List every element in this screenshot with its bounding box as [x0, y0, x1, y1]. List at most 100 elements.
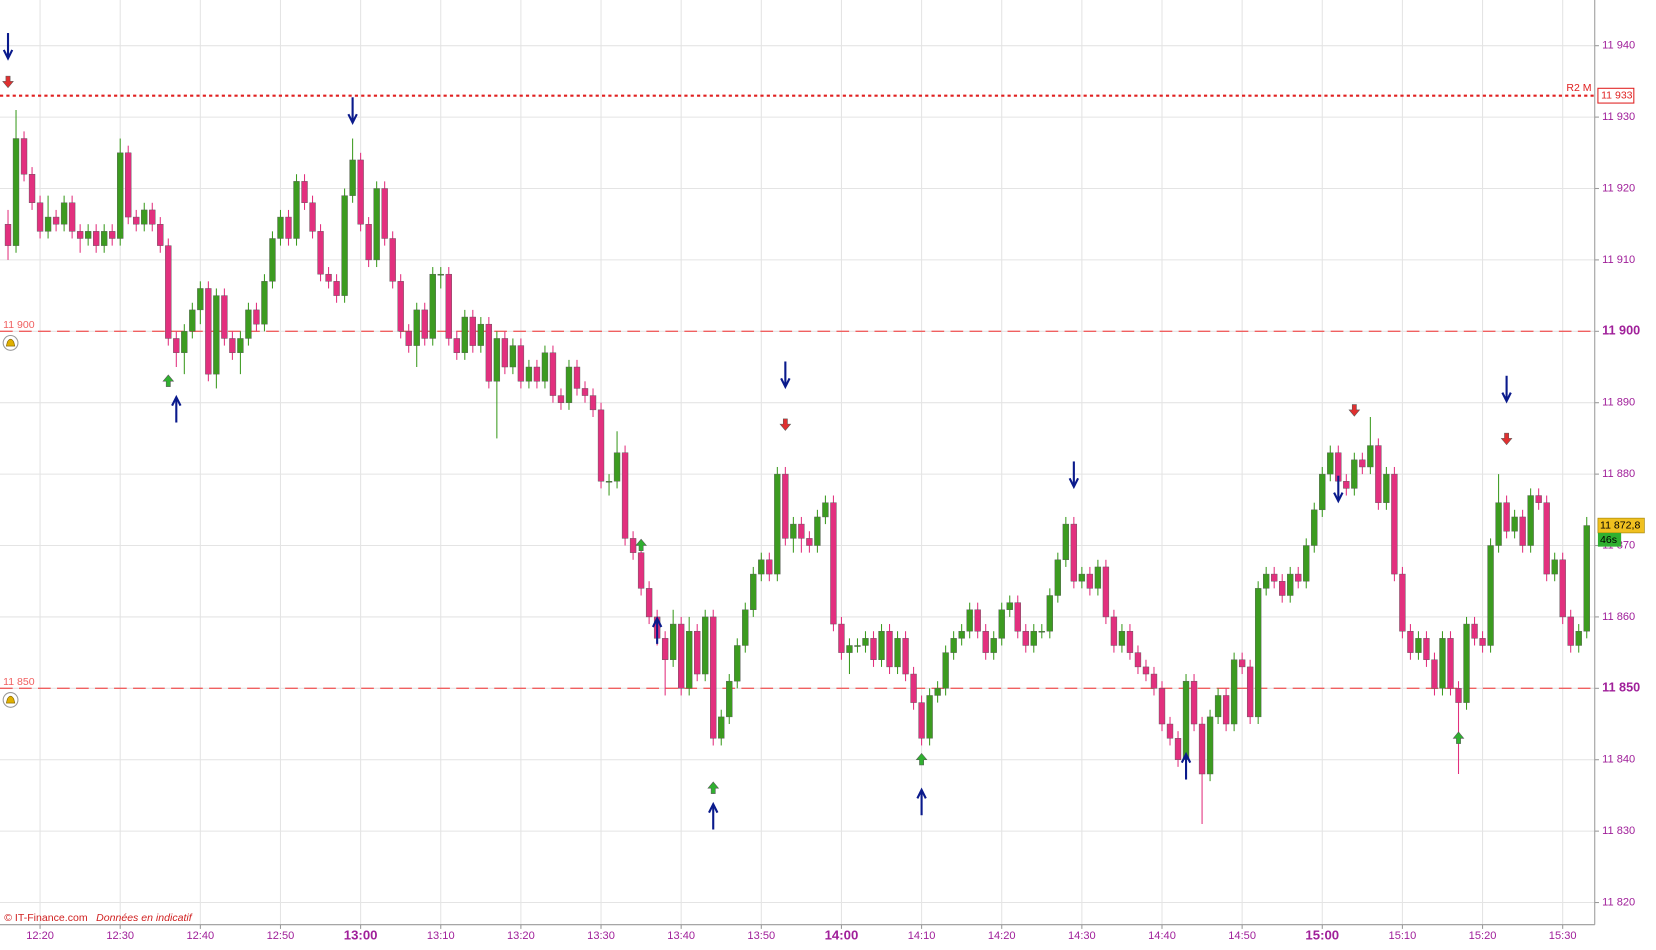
candle-body: [1463, 623, 1470, 703]
arrow-block: [162, 374, 175, 387]
candle-body: [1391, 473, 1398, 575]
candle-body: [966, 609, 973, 632]
candle-body: [1271, 573, 1278, 582]
candle-body: [109, 231, 116, 239]
signal-arrow: [2, 75, 14, 89]
y-tick-label: 11 920: [1602, 182, 1635, 194]
candle-body: [1134, 652, 1142, 668]
candle-body: [1503, 502, 1510, 532]
candle-body: [285, 216, 292, 239]
candle-body: [1150, 673, 1158, 689]
arrow-block: [915, 752, 928, 766]
candle-body: [1415, 638, 1422, 653]
candle-body: [485, 323, 493, 382]
candle-body: [1263, 573, 1270, 589]
copyright: © IT-Finance.com: [4, 912, 88, 924]
candle-body: [1230, 659, 1238, 725]
candle-body: [349, 159, 356, 196]
candle-body: [1174, 738, 1182, 760]
candle-body: [557, 395, 565, 403]
candle-body: [694, 630, 701, 675]
level-label: R2 M: [1566, 82, 1591, 94]
candle-body: [894, 638, 901, 668]
y-tick-label: 11 940: [1602, 40, 1635, 52]
candle-body: [157, 223, 164, 246]
candle-body: [301, 181, 308, 203]
candle-body: [517, 345, 525, 382]
candle-body: [1238, 659, 1246, 668]
candle-body: [429, 273, 436, 339]
candle-body: [1038, 630, 1045, 633]
candle-body: [846, 645, 853, 653]
x-tick-label: 13:20: [507, 930, 535, 942]
candle-body: [1279, 581, 1286, 596]
candle-body: [205, 288, 212, 375]
candle-body: [790, 523, 797, 539]
candle-body: [686, 630, 693, 689]
candle-body: [702, 616, 709, 675]
signal-arrow: [1501, 375, 1512, 404]
candle-body: [1214, 695, 1222, 718]
candle-body: [461, 316, 468, 353]
candle-body: [261, 281, 268, 325]
candle-body: [830, 502, 837, 625]
arrow-block: [2, 75, 14, 89]
candle-body: [678, 623, 685, 689]
candle-body: [269, 238, 276, 282]
candle-body: [974, 609, 981, 632]
candle-body: [1327, 452, 1334, 475]
candle-body: [774, 473, 781, 575]
candle-body: [1551, 559, 1558, 575]
arrow-head: [651, 616, 663, 628]
arrow-head: [1068, 477, 1080, 490]
candle-body: [149, 209, 156, 225]
candle-body: [838, 623, 845, 653]
arrow-block: [1348, 404, 1361, 417]
candle-body: [958, 630, 965, 639]
candle-body: [60, 202, 68, 225]
candle-body: [213, 295, 220, 375]
candle-body: [1046, 595, 1053, 632]
candle-body: [886, 630, 893, 668]
candle-body: [926, 695, 933, 739]
candle-body: [742, 609, 749, 646]
y-tick-label: 11 820: [1602, 896, 1635, 908]
candle-body: [605, 481, 613, 483]
candle-body: [221, 295, 228, 339]
candle-body: [621, 452, 629, 539]
arrow-head: [171, 394, 182, 407]
candle-body: [1311, 509, 1318, 546]
level-price-label: 11 933: [1601, 89, 1633, 101]
candle-body: [293, 181, 300, 239]
candle-body: [197, 288, 204, 311]
candle-body: [1078, 573, 1086, 582]
level-price-box: [1597, 87, 1635, 104]
candle-body: [1022, 630, 1029, 646]
candle-body: [1094, 566, 1102, 589]
candle-body: [918, 702, 925, 739]
candle-body: [613, 452, 621, 482]
candle-body: [870, 638, 877, 660]
candle-body: [253, 309, 260, 325]
candle-body: [76, 231, 84, 239]
candle-body: [645, 588, 653, 618]
candle-body: [1447, 638, 1454, 689]
candle-body: [325, 273, 332, 282]
current-price-box: [1597, 517, 1645, 534]
candle-body: [1479, 638, 1486, 646]
candle-body: [998, 609, 1005, 639]
y-tick-label: 11 850: [1602, 681, 1640, 695]
candle-body: [477, 323, 484, 346]
candle-body: [758, 559, 765, 575]
candle-body: [365, 223, 372, 261]
candle-body: [4, 223, 12, 246]
y-tick-label: 11 910: [1602, 254, 1635, 266]
candle-body: [726, 680, 733, 718]
candle-body: [1030, 630, 1037, 646]
candle-body: [413, 309, 420, 346]
candle-body: [1054, 559, 1061, 596]
candle-body: [92, 231, 100, 246]
signal-arrow: [779, 418, 792, 431]
alert-bell: [2, 692, 19, 708]
candle-body: [814, 516, 821, 546]
